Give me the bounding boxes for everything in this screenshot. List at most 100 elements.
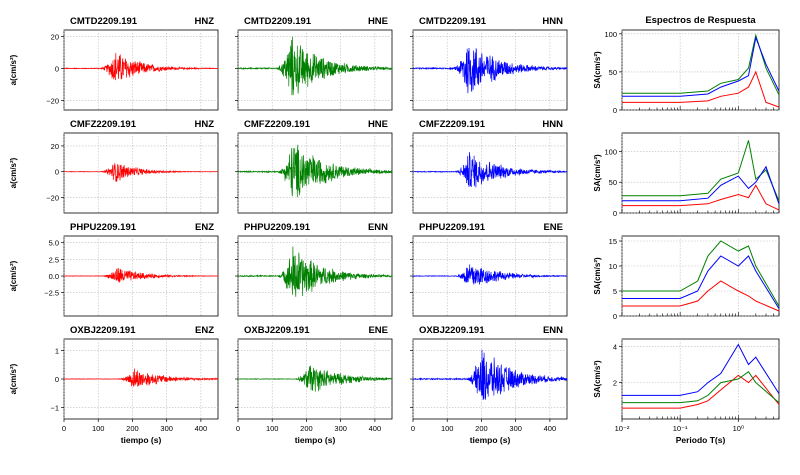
xtick-label: 0 xyxy=(411,424,415,433)
component-title: ENN xyxy=(368,222,388,233)
xtick-label: 300 xyxy=(509,424,522,433)
station-title: CMTD2209.191 xyxy=(419,16,487,27)
ylabel-wave-1: a(cm/s²) xyxy=(9,157,18,188)
xtick-label: 0 xyxy=(62,424,66,433)
ytick-label: 5 xyxy=(613,287,617,296)
ytick-label: −20 xyxy=(46,96,59,105)
ylabel-wave-0: a(cm/s²) xyxy=(9,54,18,85)
spectra-title: Espectros de Respuesta xyxy=(645,15,756,26)
component-title: ENN xyxy=(543,325,563,336)
spectra-panel-CMTD2209.191: 0 50 100 SA(cm/s²) Espectros de Respuesta xyxy=(593,15,780,115)
ytick-label: 0 xyxy=(55,168,59,177)
wave-panel-CMTD2209.191-HNZ: CMTD2209.191 HNZ −20 0 20 xyxy=(46,16,219,111)
spectra-panel-OXBJ2209.191: 2 4 SA(cm/s²) 10⁻² 10⁻¹ 10⁰ Periodo T(s) xyxy=(593,338,780,445)
spectra-frame xyxy=(621,235,780,317)
station-title: OXBJ2209.191 xyxy=(419,325,485,336)
waveform-trace xyxy=(64,368,219,387)
ytick-label: 5.0 xyxy=(49,239,59,248)
ytick-label: −1 xyxy=(50,404,59,413)
ytick-label: 20 xyxy=(51,32,59,41)
ytick-label: 0 xyxy=(55,64,59,73)
xtick-label: 400 xyxy=(195,424,208,433)
xtick-label: 400 xyxy=(544,424,557,433)
ytick-label: 15 xyxy=(609,237,617,246)
spectrum-line-N xyxy=(622,35,780,97)
component-title: ENZ xyxy=(195,325,214,336)
waveform-trace xyxy=(63,267,219,283)
ytick-label: 0 xyxy=(613,312,617,321)
spectrum-line-E xyxy=(622,370,780,404)
component-title: HNZ xyxy=(194,16,214,27)
component-title: ENZ xyxy=(195,222,214,233)
waveform-trace xyxy=(237,144,393,198)
ylabel-spectra: SA(cm/s²) xyxy=(593,360,602,398)
ytick-label: −2.5 xyxy=(44,289,59,298)
waveform-trace xyxy=(412,349,568,401)
ylabel-spectra: SA(cm/s²) xyxy=(593,154,602,192)
ytick-label: 1 xyxy=(55,346,59,355)
spectrum-line-N xyxy=(622,255,780,309)
station-title: PHPU2209.191 xyxy=(244,222,311,233)
station-title: CMTD2209.191 xyxy=(244,16,312,27)
xtick-label: 400 xyxy=(369,424,382,433)
xlabel-time: tiempo (s) xyxy=(121,435,162,445)
ytick-label: 100 xyxy=(604,30,617,39)
spectrum-line-Z xyxy=(622,374,780,409)
spectrum-line-Z xyxy=(622,70,780,108)
xlabel-time: tiempo (s) xyxy=(470,435,511,445)
xtick-label: 300 xyxy=(334,424,347,433)
spectrum-line-N xyxy=(622,165,780,204)
ytick-label: 4 xyxy=(613,342,617,351)
xlabel-time: tiempo (s) xyxy=(295,435,336,445)
xtick-label: 100 xyxy=(92,424,105,433)
ylabel-spectra: SA(cm/s²) xyxy=(593,257,602,295)
ylabel-spectra: SA(cm/s²) xyxy=(593,51,602,89)
wave-panel-PHPU2209.191-ENE: PHPU2209.191 ENE xyxy=(410,222,568,317)
station-title: CMFZ2209.191 xyxy=(419,119,486,130)
spectrum-line-Z xyxy=(622,184,780,211)
xtick-label: 300 xyxy=(160,424,173,433)
station-title: PHPU2209.191 xyxy=(70,222,137,233)
ytick-label: 50 xyxy=(609,68,617,77)
wave-panel-OXBJ2209.191-ENE: OXBJ2209.191 ENE 0 100 200 300 400 tiempo (s) xyxy=(235,325,393,445)
wave-panel-CMFZ2209.191-HNZ: CMFZ2209.191 HNZ −20 0 20 xyxy=(46,119,219,214)
wave-panel-PHPU2209.191-ENZ: PHPU2209.191 ENZ −2.5 0.0 2.5 5.0 xyxy=(44,222,219,317)
wave-panel-CMTD2209.191-HNE: CMTD2209.191 HNE xyxy=(235,16,393,111)
waveform-trace xyxy=(64,52,219,81)
waveform-trace xyxy=(237,36,393,96)
xtick-label: 200 xyxy=(475,424,488,433)
ytick-label: 0 xyxy=(613,209,617,218)
xtick-label: 10⁻² xyxy=(615,424,630,433)
ytick-label: 20 xyxy=(51,142,59,151)
xtick-label: 0 xyxy=(236,424,240,433)
ytick-label: 0 xyxy=(55,375,59,384)
component-title: HNN xyxy=(542,119,563,130)
spectrum-line-N xyxy=(622,343,780,396)
ytick-label: 0.0 xyxy=(49,272,59,281)
component-title: HNE xyxy=(368,16,388,27)
station-title: PHPU2209.191 xyxy=(419,222,486,233)
wave-panel-CMTD2209.191-HNN: CMTD2209.191 HNN xyxy=(410,16,568,111)
xtick-label: 200 xyxy=(126,424,139,433)
spectrum-line-Z xyxy=(622,280,780,312)
station-title: CMFZ2209.191 xyxy=(244,119,311,130)
ytick-label: −20 xyxy=(46,194,59,203)
waveform-trace xyxy=(412,47,568,94)
xtick-label: 200 xyxy=(300,424,313,433)
waveform-trace xyxy=(237,365,393,392)
component-title: HNE xyxy=(368,119,388,130)
ylabel-wave-3: a(cm/s²) xyxy=(9,363,18,394)
xtick-label: 10⁰ xyxy=(733,424,744,433)
station-title: CMFZ2209.191 xyxy=(70,119,137,130)
ytick-label: 50 xyxy=(609,178,617,187)
ylabel-wave-2: a(cm/s²) xyxy=(9,260,18,291)
ytick-label: 10 xyxy=(609,262,617,271)
component-title: HNN xyxy=(542,16,563,27)
waveform-trace xyxy=(412,152,568,188)
wave-panel-CMFZ2209.191-HNN: CMFZ2209.191 HNN xyxy=(410,119,568,214)
station-title: CMTD2209.191 xyxy=(70,16,138,27)
spectrum-line-E xyxy=(622,240,780,307)
